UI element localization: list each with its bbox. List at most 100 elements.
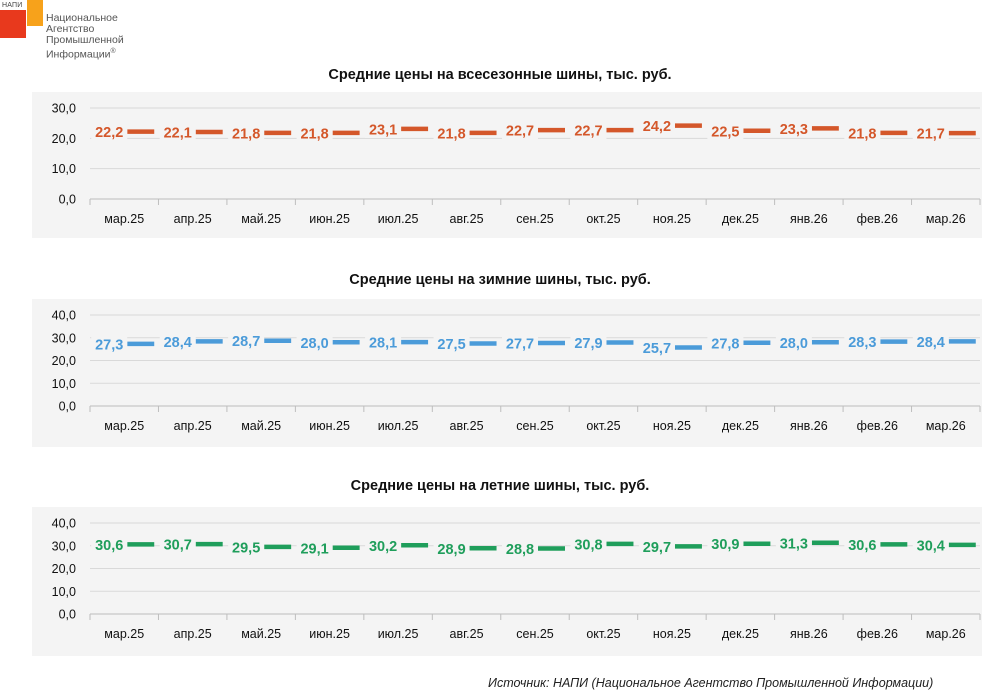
- data-label-background: [159, 535, 196, 554]
- data-label-background: [296, 538, 333, 557]
- logo-line: Национальное: [46, 12, 118, 24]
- data-label: 28,4: [917, 335, 945, 351]
- x-tick-label: окт.25: [586, 419, 620, 433]
- x-tick-label: окт.25: [586, 212, 620, 226]
- data-label: 22,7: [574, 124, 602, 140]
- data-label: 30,7: [164, 538, 192, 554]
- data-label: 28,7: [232, 334, 260, 350]
- x-tick-label: май.25: [241, 627, 281, 641]
- x-tick-label: мар.25: [104, 627, 144, 641]
- data-label-background: [91, 122, 128, 141]
- x-tick-label: авг.25: [450, 419, 484, 433]
- data-label-background: [912, 332, 949, 351]
- napi-logo: НАПИ Национальное Агентство Промышленной…: [0, 0, 130, 68]
- x-tick-label: фев.26: [857, 212, 898, 226]
- data-label-background: [912, 124, 949, 143]
- x-tick-label: мар.26: [926, 419, 966, 433]
- data-label: 29,7: [643, 540, 671, 556]
- x-tick-label: янв.26: [790, 212, 828, 226]
- data-label: 30,8: [574, 537, 602, 553]
- x-tick-label: дек.25: [722, 212, 759, 226]
- x-tick-label: мар.25: [104, 419, 144, 433]
- data-label: 30,4: [917, 538, 945, 554]
- x-tick-label: дек.25: [722, 627, 759, 641]
- y-tick-label: 30,0: [52, 331, 76, 345]
- chart-plot: 0,0 10,0 20,0 30,0 40,0 мар.25 апр.25 май.25 июн…: [32, 299, 982, 447]
- data-label: 25,7: [643, 341, 671, 357]
- y-tick-label: 20,0: [52, 132, 76, 146]
- x-tick-label: сен.25: [516, 627, 554, 641]
- chart-background: [32, 299, 982, 447]
- data-label: 24,2: [643, 119, 671, 135]
- x-tick-label: мар.26: [926, 212, 966, 226]
- data-label-background: [228, 537, 265, 556]
- x-tick-label: ноя.25: [653, 419, 691, 433]
- y-tick-label: 10,0: [52, 377, 76, 391]
- data-label: 30,9: [711, 537, 739, 553]
- data-label-background: [570, 333, 607, 352]
- data-label: 21,8: [232, 126, 260, 142]
- y-tick-label: 0,0: [59, 608, 76, 622]
- data-label: 31,3: [780, 536, 808, 552]
- y-tick-label: 40,0: [52, 309, 76, 323]
- chart-title: Средние цены на всесезонные шины, тыс. р…: [328, 67, 672, 83]
- x-tick-label: июн.25: [309, 627, 350, 641]
- x-tick-label: мар.25: [104, 212, 144, 226]
- data-label-background: [91, 334, 128, 353]
- x-tick-label: апр.25: [174, 627, 212, 641]
- data-label-background: [159, 332, 196, 351]
- data-label: 27,7: [506, 336, 534, 352]
- data-label: 21,8: [848, 126, 876, 142]
- data-label-background: [502, 539, 538, 558]
- data-label: 22,7: [506, 124, 534, 140]
- data-label-background: [502, 121, 538, 140]
- data-label: 28,8: [506, 542, 534, 558]
- data-label: 28,9: [437, 542, 465, 558]
- data-label-background: [912, 535, 949, 554]
- data-label-background: [707, 534, 744, 553]
- data-label-background: [296, 333, 333, 352]
- x-tick-label: июн.25: [309, 212, 350, 226]
- x-tick-label: дек.25: [722, 419, 759, 433]
- data-label: 30,6: [95, 538, 123, 554]
- data-label-background: [365, 119, 402, 138]
- y-tick-label: 40,0: [52, 517, 76, 531]
- data-label: 28,3: [848, 335, 876, 351]
- data-label: 22,5: [711, 124, 739, 140]
- data-label: 28,4: [164, 335, 192, 351]
- x-tick-label: апр.25: [174, 419, 212, 433]
- data-label: 22,1: [164, 125, 192, 141]
- data-label-background: [91, 535, 128, 554]
- data-label: 27,3: [95, 337, 123, 353]
- data-label: 27,9: [574, 336, 602, 352]
- y-tick-label: 10,0: [52, 585, 76, 599]
- x-tick-label: ноя.25: [653, 627, 691, 641]
- data-label-background: [844, 332, 881, 351]
- data-label-background: [570, 121, 607, 140]
- data-label: 23,1: [369, 122, 397, 138]
- data-label-background: [775, 119, 812, 138]
- x-tick-label: янв.26: [790, 419, 828, 433]
- logo-red-square: [0, 10, 26, 38]
- x-tick-label: сен.25: [516, 212, 554, 226]
- summer-tires-chart: Средние цены на летние шины, тыс. руб. 0…: [0, 470, 1000, 660]
- data-label-background: [502, 333, 538, 352]
- logo-abbr: НАПИ: [2, 2, 23, 9]
- chart-title: Средние цены на летние шины, тыс. руб.: [350, 478, 650, 494]
- x-tick-label: ноя.25: [653, 212, 691, 226]
- data-label-background: [707, 333, 744, 352]
- x-tick-label: окт.25: [586, 627, 620, 641]
- data-label: 27,8: [711, 336, 739, 352]
- x-tick-label: авг.25: [450, 212, 484, 226]
- chart-plot: 0,0 10,0 20,0 30,0 40,0 мар.25 апр.25 май.25 июн…: [32, 507, 982, 656]
- data-label: 21,8: [437, 126, 465, 142]
- data-label-background: [638, 537, 675, 556]
- data-label-background: [365, 536, 402, 555]
- x-tick-label: авг.25: [450, 627, 484, 641]
- logo-orange-square: [27, 0, 43, 26]
- logo-line: Промышленной: [46, 34, 124, 46]
- y-tick-label: 0,0: [59, 400, 76, 414]
- y-tick-label: 20,0: [52, 354, 76, 368]
- data-label-background: [707, 121, 744, 140]
- y-tick-label: 0,0: [59, 193, 76, 207]
